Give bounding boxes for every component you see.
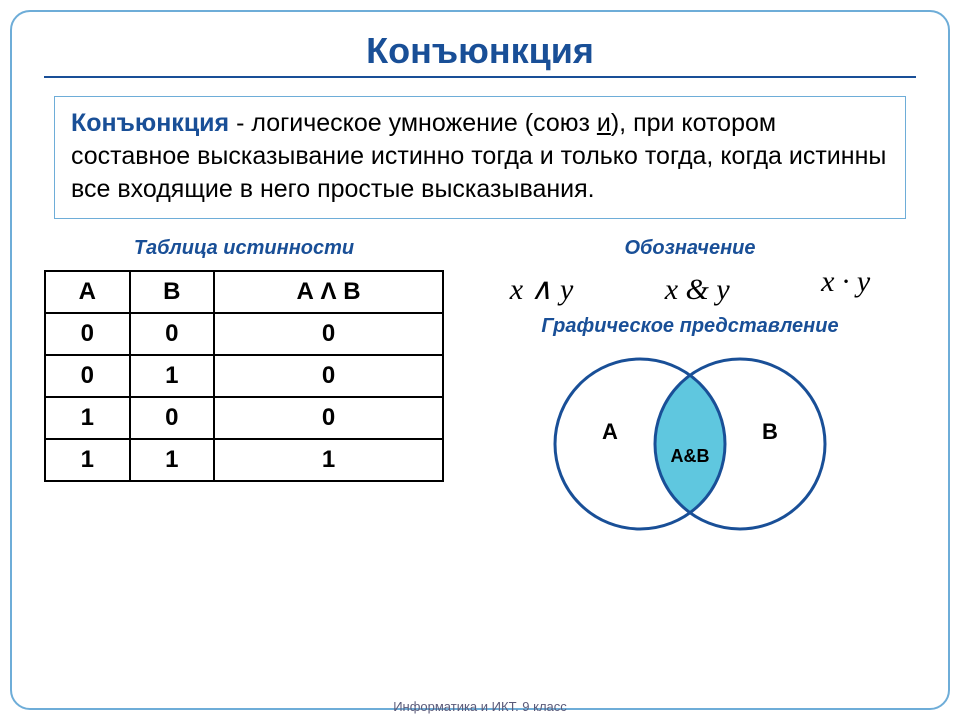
table-row: 1 1 1 <box>45 439 443 481</box>
definition-dash: - <box>229 109 251 137</box>
truth-table-heading: Таблица истинности <box>44 237 444 260</box>
notation-amp: x & y <box>665 273 730 307</box>
col-B: В <box>130 271 215 313</box>
notation-forms: x ∧ y x & y x · y <box>464 266 916 315</box>
table-header-row: А В А Λ В <box>45 271 443 313</box>
venn-label-B: B <box>762 419 778 444</box>
table-row: 0 1 0 <box>45 355 443 397</box>
two-columns: Таблица истинности А В А Λ В 0 0 0 <box>44 237 916 544</box>
column-right: Обозначение x ∧ y x & y x · y Графическо… <box>464 237 916 544</box>
title-rule <box>44 76 916 78</box>
definition-union: и <box>597 109 611 137</box>
table-row: 1 0 0 <box>45 397 443 439</box>
col-AandB: А Λ В <box>214 271 443 313</box>
notation-dot: x · y <box>821 265 870 299</box>
page-title: Конъюнкция <box>44 30 916 72</box>
notation-wedge: x ∧ y <box>510 272 574 307</box>
truth-table: А В А Λ В 0 0 0 0 1 0 <box>44 270 444 482</box>
definition-body1: логическое умножение (союз <box>251 109 597 137</box>
venn-diagram: A B A&B <box>464 344 916 544</box>
table-row: 0 0 0 <box>45 313 443 355</box>
col-A: А <box>45 271 130 313</box>
venn-heading: Графическое представление <box>464 315 916 338</box>
venn-svg: A B A&B <box>515 344 865 544</box>
footer-text: Информатика и ИКТ. 9 класс <box>0 699 960 714</box>
column-left: Таблица истинности А В А Λ В 0 0 0 <box>44 237 444 482</box>
slide-content: Конъюнкция Конъюнкция - логическое умнож… <box>12 12 948 708</box>
notation-heading: Обозначение <box>464 237 916 260</box>
venn-label-A: A <box>602 419 618 444</box>
venn-label-center: A&B <box>671 446 710 466</box>
definition-term: Конъюнкция <box>71 109 229 137</box>
definition-box: Конъюнкция - логическое умножение (союз … <box>54 96 906 219</box>
